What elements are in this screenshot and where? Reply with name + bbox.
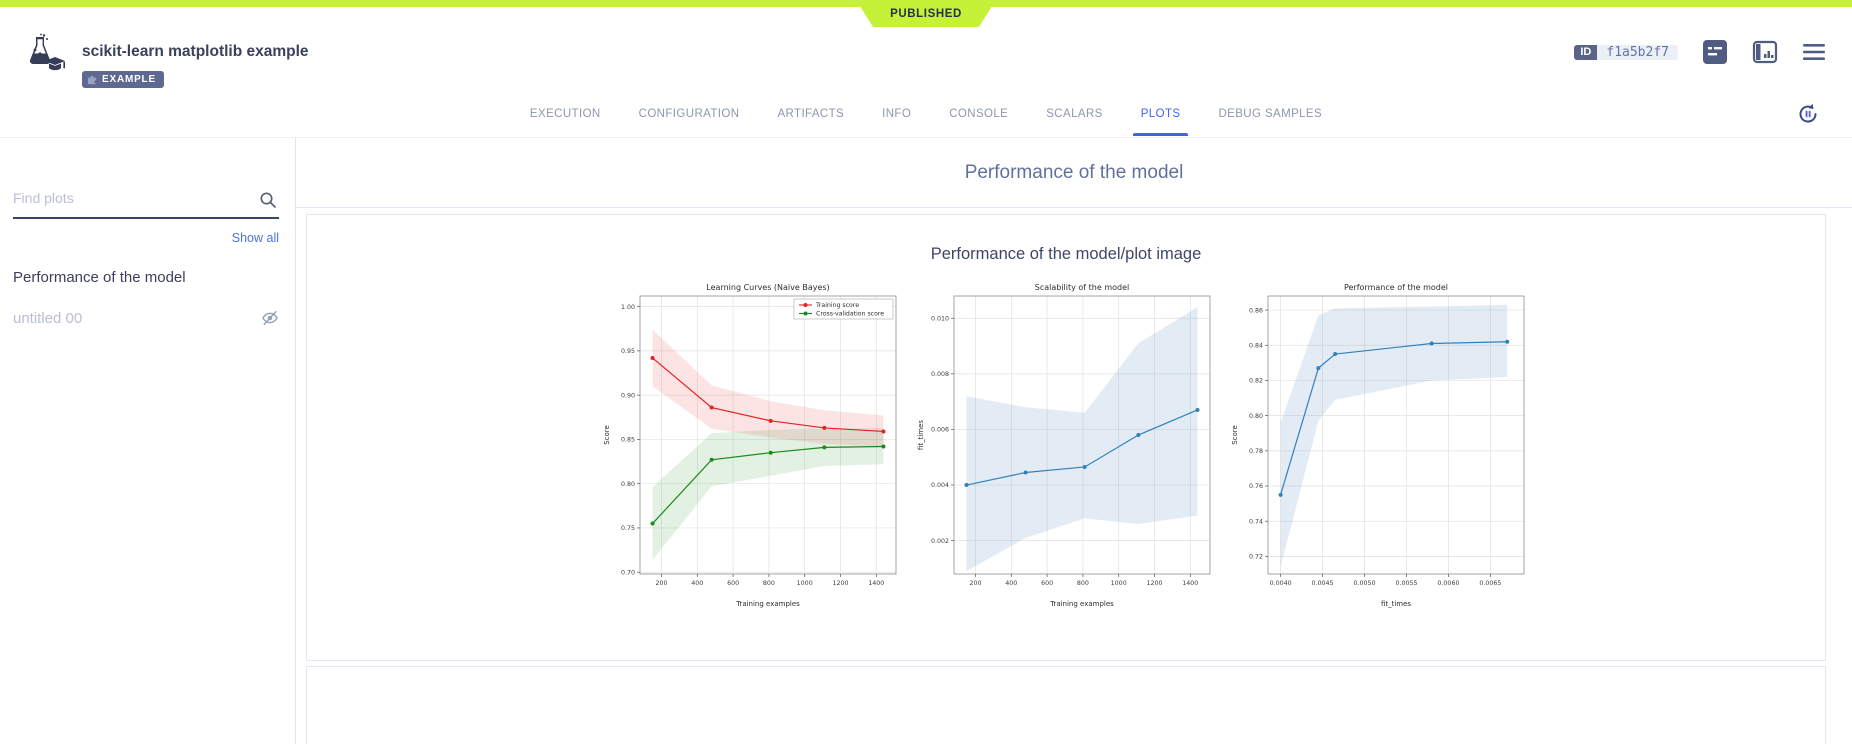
- svg-text:0.010: 0.010: [931, 315, 949, 322]
- svg-text:200: 200: [655, 580, 667, 587]
- svg-text:800: 800: [763, 580, 775, 587]
- svg-text:0.74: 0.74: [1249, 518, 1263, 525]
- svg-text:Score: Score: [603, 425, 611, 445]
- plot-performance[interactable]: 0.0040 0.0045 0.0050 0.0055 0.0060 0.0065 0.72…: [1227, 280, 1533, 612]
- eye-off-icon[interactable]: [261, 310, 279, 326]
- svg-text:0.90: 0.90: [621, 392, 635, 399]
- plot-item-label: Performance of the model: [13, 268, 186, 286]
- svg-text:1000: 1000: [1111, 580, 1127, 587]
- svg-text:fit_times: fit_times: [1381, 600, 1411, 608]
- svg-text:0.80: 0.80: [1249, 413, 1263, 420]
- auto-refresh-icon[interactable]: [1796, 102, 1820, 129]
- status-ribbon: PUBLISHED: [856, 0, 996, 27]
- svg-text:0.0050: 0.0050: [1353, 580, 1375, 587]
- search-field: [13, 190, 279, 219]
- svg-text:0.0040: 0.0040: [1270, 580, 1292, 587]
- svg-text:1400: 1400: [868, 580, 884, 587]
- details-icon[interactable]: [1702, 39, 1728, 65]
- svg-text:200: 200: [969, 580, 981, 587]
- experiment-title: scikit-learn matplotlib example: [82, 43, 309, 60]
- svg-text:Training score: Training score: [815, 302, 859, 309]
- svg-text:0.72: 0.72: [1249, 554, 1263, 561]
- svg-text:Cross-validation score: Cross-validation score: [816, 311, 884, 318]
- tab-artifacts[interactable]: ARTIFACTS: [775, 92, 846, 136]
- svg-text:1000: 1000: [797, 580, 813, 587]
- svg-text:400: 400: [1005, 580, 1017, 587]
- svg-text:1.00: 1.00: [621, 304, 635, 311]
- search-icon: [260, 192, 276, 208]
- plot-image: 200 400 600 800 1000 1200 1400 0.70 0.75 0.80 0.85…: [307, 280, 1825, 612]
- svg-text:400: 400: [691, 580, 703, 587]
- plot-card-title: Performance of the model/plot image: [930, 245, 1202, 263]
- svg-text:600: 600: [727, 580, 739, 587]
- tab-configuration[interactable]: CONFIGURATION: [637, 92, 742, 136]
- next-plot-card: [306, 666, 1826, 744]
- tab-console[interactable]: CONSOLE: [947, 92, 1010, 136]
- status-label: PUBLISHED: [890, 7, 962, 20]
- example-badge: EXAMPLE: [82, 71, 164, 88]
- svg-text:0.0065: 0.0065: [1479, 580, 1501, 587]
- svg-text:Score: Score: [1231, 425, 1239, 445]
- svg-text:0.86: 0.86: [1249, 307, 1263, 314]
- svg-text:1400: 1400: [1182, 580, 1198, 587]
- svg-text:Training examples: Training examples: [1049, 600, 1114, 608]
- svg-text:600: 600: [1041, 580, 1053, 587]
- tab-scalars[interactable]: SCALARS: [1044, 92, 1105, 136]
- tab-bar: EXECUTION CONFIGURATION ARTIFACTS INFO C…: [0, 91, 1852, 138]
- svg-text:0.002: 0.002: [931, 538, 949, 545]
- tab-debug-samples[interactable]: DEBUG SAMPLES: [1216, 92, 1324, 136]
- plot-scalability[interactable]: 200 400 600 800 1000 1200 1400 0.002 0.004 0.006 0…: [913, 280, 1219, 612]
- example-badge-label: EXAMPLE: [102, 74, 156, 85]
- section-divider: [296, 207, 1852, 208]
- svg-text:Performance of the model: Performance of the model: [1344, 283, 1448, 292]
- svg-text:0.76: 0.76: [1249, 483, 1263, 490]
- svg-text:0.84: 0.84: [1249, 342, 1263, 349]
- puzzle-icon: [87, 75, 97, 85]
- svg-text:0.70: 0.70: [621, 569, 635, 576]
- svg-text:0.78: 0.78: [1249, 448, 1263, 455]
- section-title: Performance of the model: [964, 162, 1184, 183]
- svg-text:0.0045: 0.0045: [1312, 580, 1334, 587]
- tab-execution[interactable]: EXECUTION: [528, 92, 603, 136]
- plots-sidebar: Show all Performance of the model untitl…: [0, 138, 296, 744]
- plot-list-item-performance[interactable]: Performance of the model: [13, 266, 279, 288]
- svg-text:0.0060: 0.0060: [1437, 580, 1459, 587]
- plot-card: Performance of the model/plot image 200 4…: [306, 214, 1826, 661]
- svg-text:0.004: 0.004: [931, 482, 949, 489]
- status-bar: PUBLISHED: [0, 0, 1852, 7]
- plot-list: Performance of the model untitled 00: [13, 266, 279, 329]
- experiment-logo-icon: [29, 33, 65, 71]
- svg-text:fit_times: fit_times: [917, 420, 925, 450]
- id-value: f1a5b2f7: [1597, 44, 1678, 60]
- svg-text:0.75: 0.75: [621, 525, 635, 532]
- svg-text:0.95: 0.95: [621, 348, 635, 355]
- id-label: ID: [1574, 44, 1598, 60]
- show-all-link[interactable]: Show all: [231, 231, 279, 245]
- svg-text:0.85: 0.85: [621, 437, 635, 444]
- experiment-id-chip[interactable]: ID f1a5b2f7: [1574, 44, 1678, 60]
- svg-text:0.008: 0.008: [931, 371, 949, 378]
- plot-list-item-untitled-00[interactable]: untitled 00: [13, 307, 279, 329]
- svg-text:Scalability of the model: Scalability of the model: [1035, 283, 1130, 292]
- plots-main: Performance of the model Performance of …: [296, 138, 1852, 744]
- tab-info[interactable]: INFO: [880, 92, 913, 136]
- svg-text:Training examples: Training examples: [735, 600, 800, 608]
- svg-text:0.80: 0.80: [621, 481, 635, 488]
- menu-icon[interactable]: [1802, 42, 1826, 62]
- side-panel-icon[interactable]: [1752, 39, 1778, 65]
- tab-plots[interactable]: PLOTS: [1132, 92, 1189, 136]
- plot-learning-curves[interactable]: 200 400 600 800 1000 1200 1400 0.70 0.75 0.80 0.85…: [599, 280, 905, 612]
- svg-text:1200: 1200: [832, 580, 848, 587]
- svg-text:Learning Curves (Naive Bayes): Learning Curves (Naive Bayes): [706, 283, 829, 292]
- svg-text:1200: 1200: [1146, 580, 1162, 587]
- plot-item-label: untitled 00: [13, 309, 83, 327]
- svg-text:0.006: 0.006: [931, 427, 949, 434]
- search-input[interactable]: [13, 190, 253, 206]
- svg-text:800: 800: [1077, 580, 1089, 587]
- svg-text:0.0055: 0.0055: [1395, 580, 1417, 587]
- svg-text:0.82: 0.82: [1249, 378, 1263, 385]
